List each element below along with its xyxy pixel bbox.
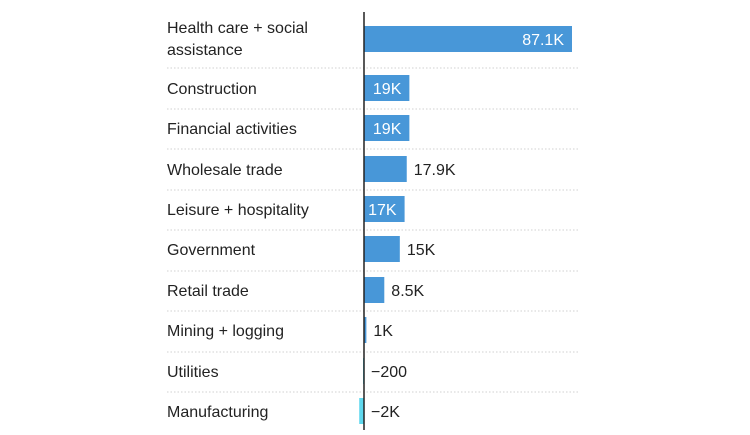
- category-label-line: Financial activities: [167, 121, 297, 138]
- bar: [359, 398, 364, 424]
- data-label: 17K: [368, 202, 397, 219]
- category-label-line: Retail trade: [167, 283, 249, 300]
- category-label-line: Construction: [167, 81, 257, 98]
- category-label-line: Manufacturing: [167, 404, 268, 421]
- data-label: 87.1K: [522, 32, 564, 49]
- category-label-line: assistance: [167, 42, 243, 59]
- bar: [364, 236, 400, 262]
- category-label: Health care + social assistance: [167, 20, 308, 59]
- bar: [364, 196, 405, 222]
- category-label: Mining + logging: [167, 323, 284, 340]
- bar: [364, 115, 410, 141]
- category-label-line: Health care + social: [167, 20, 308, 37]
- data-label: 15K: [407, 242, 436, 259]
- data-label: 17.9K: [414, 162, 456, 179]
- category-label-line: Wholesale trade: [167, 162, 283, 179]
- category-label: Government: [167, 242, 256, 259]
- data-label: −200: [371, 364, 407, 381]
- category-label: Retail trade: [167, 283, 249, 300]
- category-label: Wholesale trade: [167, 162, 283, 179]
- category-label-line: Leisure + hospitality: [167, 202, 309, 219]
- data-label: 8.5K: [391, 283, 424, 300]
- bar: [364, 277, 385, 303]
- data-label: 1K: [373, 323, 393, 340]
- category-label: Construction: [167, 81, 257, 98]
- bar: [364, 317, 367, 343]
- bar: [364, 26, 572, 52]
- data-label: 19K: [373, 121, 402, 138]
- category-label-line: Mining + logging: [167, 323, 284, 340]
- category-label: Manufacturing: [167, 404, 268, 421]
- category-label-line: Utilities: [167, 364, 219, 381]
- category-label: Leisure + hospitality: [167, 202, 309, 219]
- category-label-line: Government: [167, 242, 256, 259]
- data-label: −2K: [371, 404, 400, 421]
- category-label: Financial activities: [167, 121, 297, 138]
- data-label: 19K: [373, 81, 402, 98]
- category-label: Utilities: [167, 364, 219, 381]
- bar: [364, 75, 410, 101]
- bar: [364, 156, 407, 182]
